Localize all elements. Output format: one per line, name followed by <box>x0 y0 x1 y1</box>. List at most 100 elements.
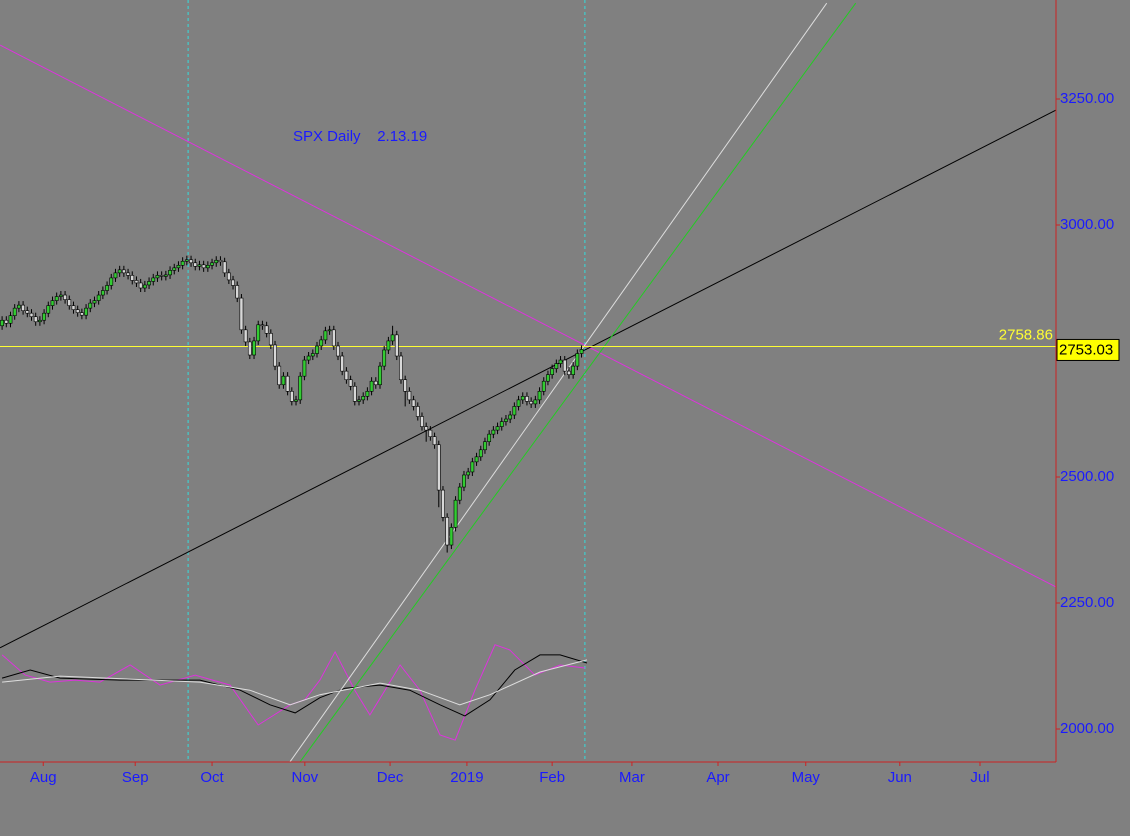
candle-body <box>155 275 160 279</box>
candle-body <box>386 340 391 351</box>
candle-body <box>399 355 403 381</box>
candle-body <box>21 304 25 311</box>
candle-body <box>184 259 189 262</box>
candle-body <box>445 517 450 546</box>
candle-body <box>277 365 282 386</box>
candle-body <box>529 401 534 405</box>
candle-body <box>315 345 319 354</box>
candle-body <box>512 406 517 416</box>
candle-body <box>453 499 458 528</box>
candle-body <box>88 302 93 309</box>
candle-body <box>42 312 46 321</box>
x-tick-label: Oct <box>200 769 224 786</box>
candle-body <box>319 339 324 347</box>
trend-line <box>299 2 857 762</box>
candle-body <box>336 345 340 357</box>
candle-body <box>504 418 508 422</box>
candle-body <box>75 309 80 313</box>
candle-body <box>138 282 143 289</box>
candle-body <box>4 319 9 324</box>
x-tick-label: Apr <box>706 769 729 786</box>
candle-body <box>84 307 88 316</box>
candle-body <box>130 275 135 281</box>
x-tick-label: 2019 <box>450 769 483 786</box>
candle-body <box>449 527 454 546</box>
candle-body <box>243 329 248 343</box>
candle-body <box>134 280 139 284</box>
indicator-line <box>1 644 585 741</box>
candle-body <box>487 433 492 443</box>
candle-body <box>306 355 311 361</box>
candle-body <box>256 324 261 342</box>
candle-body <box>67 299 72 306</box>
candle-body <box>462 474 466 488</box>
last-price-label: 2753.03 <box>1059 341 1113 358</box>
x-tick-label: May <box>792 769 821 786</box>
candle-body <box>8 315 13 324</box>
candle-body <box>327 329 332 332</box>
candle-body <box>197 264 202 267</box>
candle-body <box>378 365 382 386</box>
candle-body <box>285 375 290 392</box>
candle-body <box>252 340 256 356</box>
candle-body <box>344 370 349 381</box>
candle-body <box>562 359 567 372</box>
candle-body <box>218 259 223 263</box>
candle-body <box>205 265 210 269</box>
chart-title: SPX Daily 2.13.19 <box>293 128 427 145</box>
candle-body <box>579 349 584 354</box>
candle-body <box>537 391 542 401</box>
candle-body <box>59 294 63 297</box>
candle-body <box>281 375 286 386</box>
candle-body <box>54 296 59 301</box>
candle-body <box>33 316 38 323</box>
candle-body <box>25 310 30 314</box>
candle-body <box>163 274 168 277</box>
trend-line <box>0 109 1056 649</box>
candle-body <box>247 341 252 356</box>
candle-body <box>361 396 366 401</box>
candle-body <box>214 259 219 264</box>
candle-body <box>222 261 227 274</box>
indicator-line <box>1 654 588 717</box>
candle-body <box>571 365 576 375</box>
candle-body <box>403 379 408 392</box>
candle-body <box>394 334 399 357</box>
candle-body <box>340 355 345 372</box>
candle-body <box>382 349 387 367</box>
candle-body <box>550 368 555 375</box>
candle-body <box>113 272 118 279</box>
candle-body <box>189 259 193 264</box>
candle-body <box>117 269 122 274</box>
candle-body <box>310 353 315 357</box>
candle-body <box>260 324 265 327</box>
candle-body <box>420 416 424 427</box>
y-tick-label: 2250.00 <box>1060 594 1114 611</box>
y-tick-label: 3000.00 <box>1060 216 1114 233</box>
candle-body <box>499 421 504 427</box>
candle-body <box>231 279 235 286</box>
candle-body <box>172 267 177 271</box>
candle-body <box>516 399 521 407</box>
candle-body <box>147 281 151 286</box>
candle-body <box>180 260 185 266</box>
x-tick-label: Mar <box>619 769 645 786</box>
candle-body <box>100 290 105 296</box>
candle-body <box>63 294 67 300</box>
candle-body <box>17 304 21 309</box>
candle-body <box>441 489 445 518</box>
candle-body <box>457 486 462 501</box>
candle-body <box>466 471 471 476</box>
candle-body <box>235 285 240 299</box>
candle-body <box>415 406 420 417</box>
candle-body <box>495 426 500 431</box>
trend-line <box>289 2 828 762</box>
x-tick-label: Jul <box>970 769 989 786</box>
candle-body <box>567 370 571 375</box>
plot-area <box>0 0 1056 762</box>
candle-body <box>142 284 147 289</box>
y-tick-label: 2000.00 <box>1060 720 1114 737</box>
